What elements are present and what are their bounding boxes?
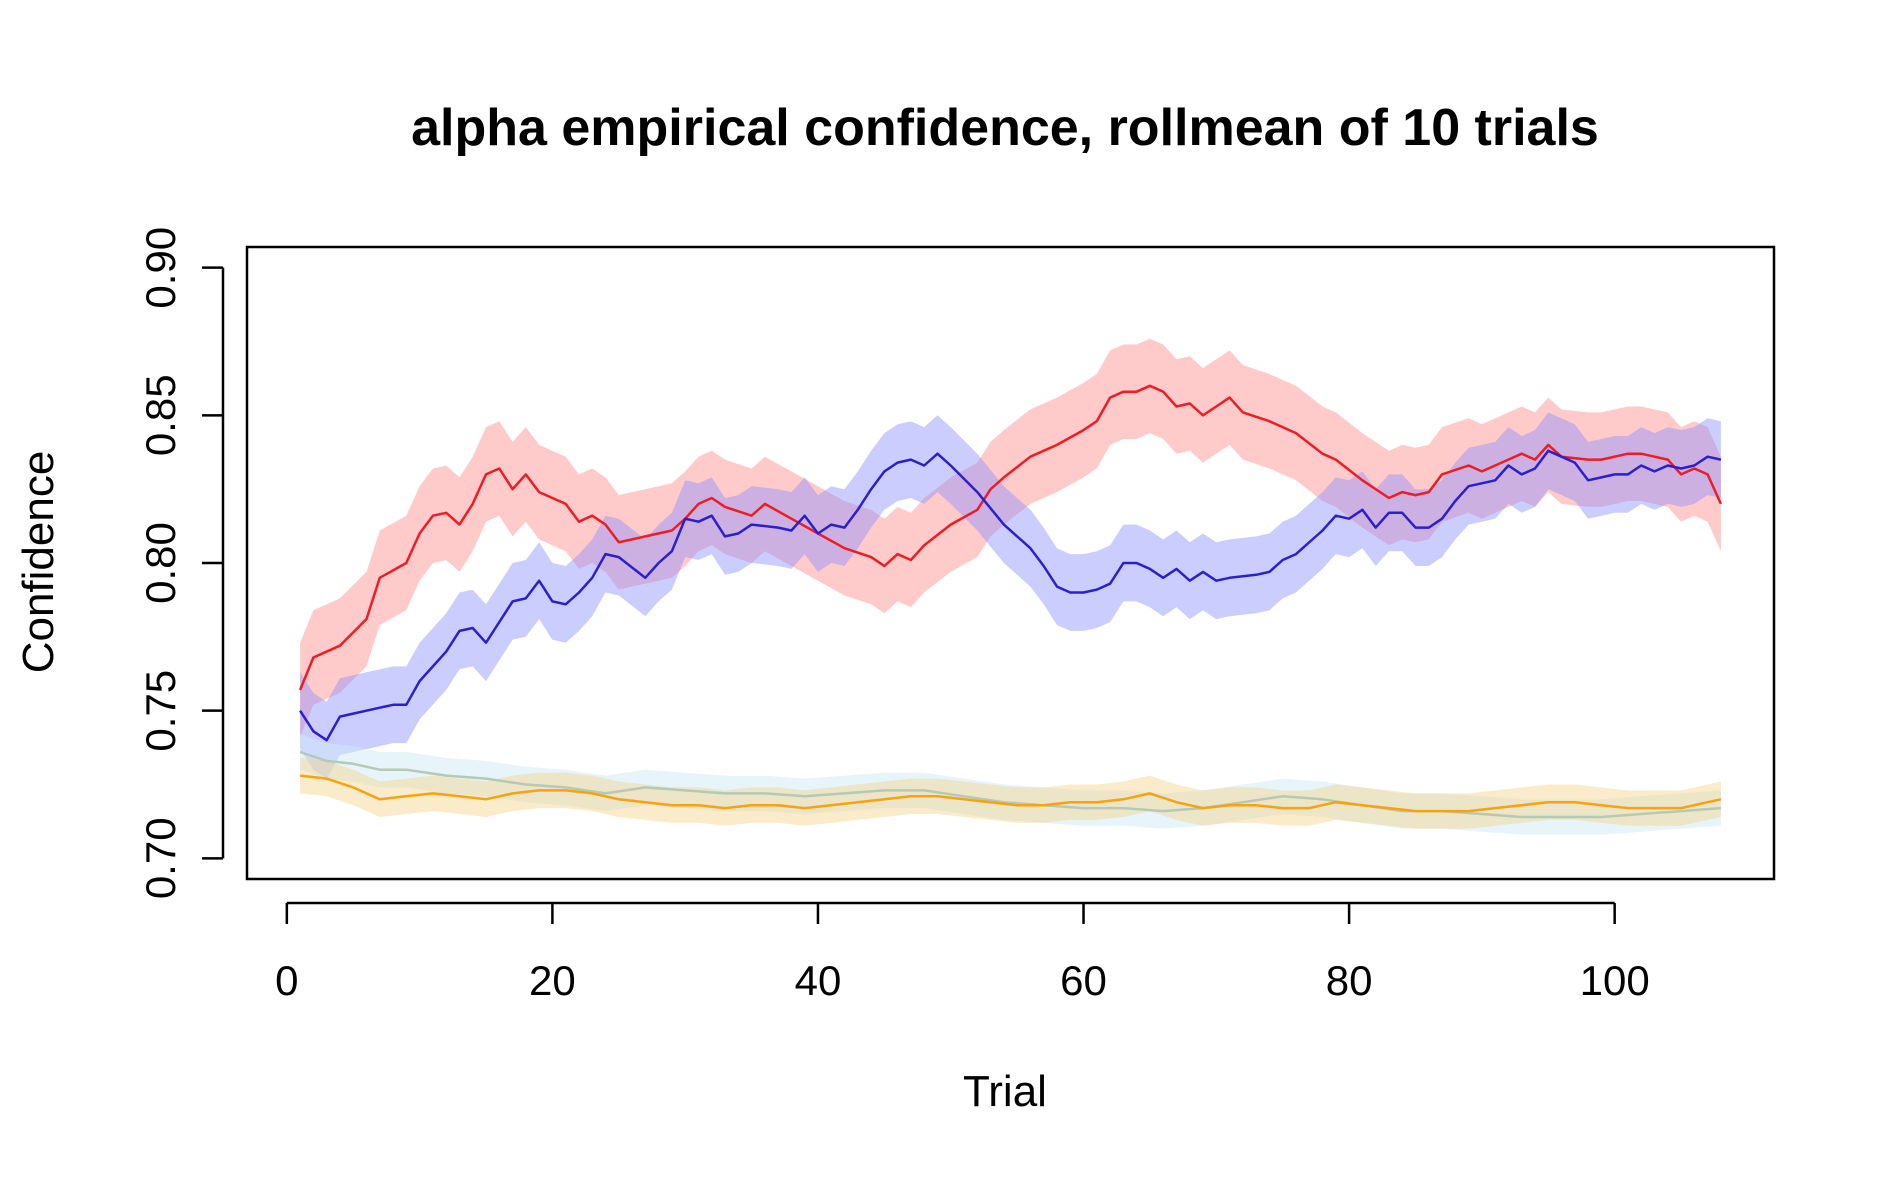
x-tick-label: 80 [1326, 957, 1373, 1004]
series-2-line [299, 449, 1722, 742]
y-tick-label: 0.90 [137, 227, 184, 309]
y-tick-label: 0.70 [137, 817, 184, 899]
x-tick-label: 100 [1580, 957, 1650, 1004]
series-1-line [298, 384, 1723, 691]
x-tick-label: 40 [795, 957, 842, 1004]
x-tick-label: 60 [1060, 957, 1107, 1004]
y-tick-label: 0.75 [137, 670, 184, 752]
x-tick-label: 0 [275, 957, 298, 1004]
plot-frame [245, 245, 1776, 881]
x-axis-label: Trial [963, 1067, 1047, 1116]
series-3-line [299, 750, 1721, 819]
x-axis: 0 20 40 60 80 100 [275, 901, 1650, 1004]
y-axis: 0.70 0.75 0.80 0.85 0.90 [137, 227, 225, 899]
x-tick-label: 20 [529, 957, 576, 1004]
series-2-band [300, 412, 1721, 779]
confidence-bands [300, 338, 1721, 835]
y-axis-label: Confidence [14, 451, 63, 674]
series-lines [298, 384, 1723, 819]
chart-title: alpha empirical confidence, rollmean of … [411, 99, 1599, 157]
y-tick-label: 0.80 [137, 522, 184, 604]
series-4-band [300, 757, 1721, 829]
series-1-band [300, 338, 1721, 738]
y-tick-label: 0.85 [137, 374, 184, 456]
series-4-line [299, 774, 1722, 813]
series-3-band [300, 734, 1721, 835]
